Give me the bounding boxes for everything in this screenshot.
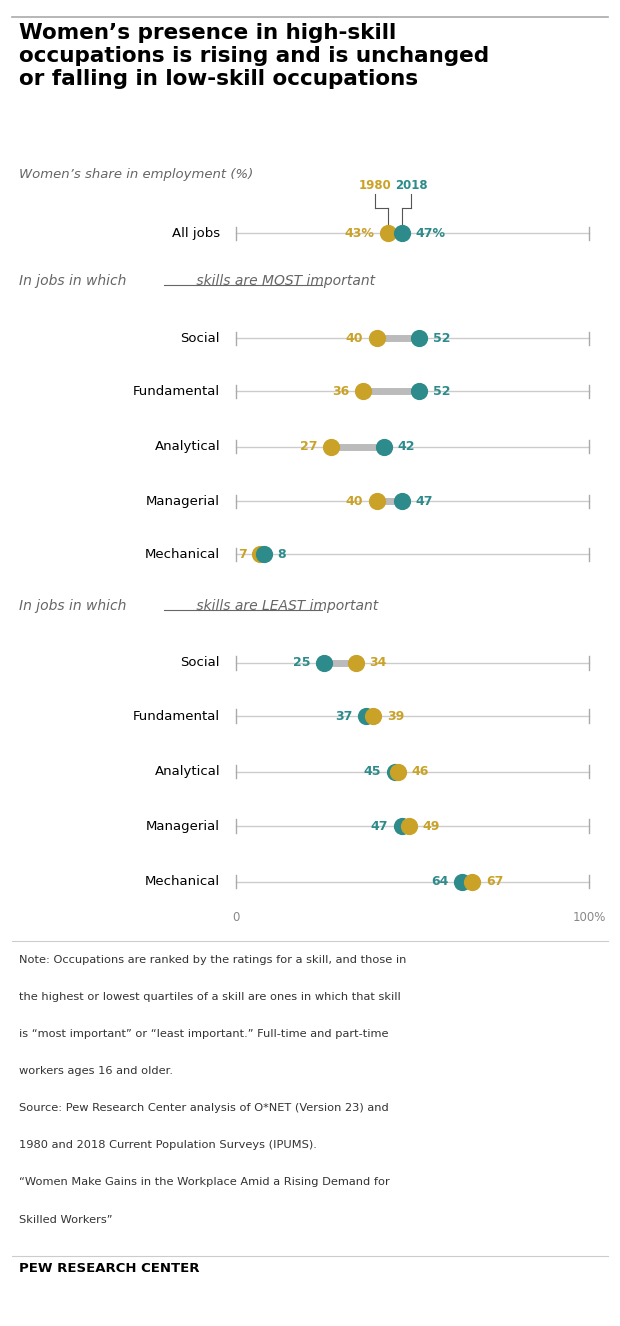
Text: 36: 36 bbox=[332, 385, 349, 398]
Text: 42: 42 bbox=[397, 440, 415, 453]
Text: 100%: 100% bbox=[572, 911, 606, 924]
Text: 52: 52 bbox=[433, 332, 451, 345]
Text: Note: Occupations are ranked by the ratings for a skill, and those in: Note: Occupations are ranked by the rati… bbox=[19, 955, 406, 965]
Text: is “most important” or “least important.” Full-time and part-time: is “most important” or “least important.… bbox=[19, 1029, 388, 1040]
Text: 37: 37 bbox=[335, 709, 353, 723]
Text: Source: Pew Research Center analysis of O*NET (Version 23) and: Source: Pew Research Center analysis of … bbox=[19, 1103, 388, 1114]
Text: 2018: 2018 bbox=[395, 179, 427, 192]
Point bbox=[397, 223, 407, 244]
Text: Managerial: Managerial bbox=[146, 819, 220, 833]
Point bbox=[397, 491, 407, 512]
Text: 67: 67 bbox=[486, 875, 503, 888]
Text: Analytical: Analytical bbox=[154, 765, 220, 778]
Text: Mechanical: Mechanical bbox=[145, 548, 220, 561]
Text: 43%: 43% bbox=[344, 227, 374, 240]
Point bbox=[467, 871, 477, 892]
Text: 47%: 47% bbox=[415, 227, 445, 240]
Text: Analytical: Analytical bbox=[154, 440, 220, 453]
Point bbox=[383, 223, 392, 244]
Point bbox=[372, 328, 382, 349]
Text: 40: 40 bbox=[346, 495, 363, 508]
Point bbox=[361, 705, 371, 727]
Text: Social: Social bbox=[180, 656, 220, 670]
Point bbox=[414, 381, 424, 402]
Text: 27: 27 bbox=[300, 440, 317, 453]
Text: All jobs: All jobs bbox=[172, 227, 220, 240]
Text: 25: 25 bbox=[293, 656, 310, 670]
Text: workers ages 16 and older.: workers ages 16 and older. bbox=[19, 1066, 172, 1077]
Text: 40: 40 bbox=[346, 332, 363, 345]
Point bbox=[368, 705, 378, 727]
Text: Women’s share in employment (%): Women’s share in employment (%) bbox=[19, 168, 253, 182]
Text: Women’s presence in high-skill
occupations is rising and is unchanged
or falling: Women’s presence in high-skill occupatio… bbox=[19, 23, 489, 89]
Text: 7: 7 bbox=[238, 548, 247, 561]
Text: 49: 49 bbox=[422, 819, 440, 833]
Text: In jobs in which                skills are MOST important: In jobs in which skills are MOST importa… bbox=[19, 274, 374, 289]
Point bbox=[397, 815, 407, 837]
Text: 0: 0 bbox=[232, 911, 239, 924]
Text: Managerial: Managerial bbox=[146, 495, 220, 508]
Text: 52: 52 bbox=[433, 385, 451, 398]
Text: Social: Social bbox=[180, 332, 220, 345]
Text: Skilled Workers”: Skilled Workers” bbox=[19, 1215, 112, 1225]
Text: 8: 8 bbox=[278, 548, 286, 561]
Text: “Women Make Gains in the Workplace Amid a Rising Demand for: “Women Make Gains in the Workplace Amid … bbox=[19, 1177, 389, 1188]
Text: PEW RESEARCH CENTER: PEW RESEARCH CENTER bbox=[19, 1262, 199, 1276]
Point bbox=[393, 761, 403, 782]
Text: 34: 34 bbox=[370, 656, 387, 670]
Point bbox=[351, 652, 361, 674]
Text: 45: 45 bbox=[363, 765, 381, 778]
Point bbox=[259, 544, 269, 565]
Point bbox=[358, 381, 368, 402]
Text: In jobs in which                skills are LEAST important: In jobs in which skills are LEAST import… bbox=[19, 599, 378, 614]
Text: Fundamental: Fundamental bbox=[133, 385, 220, 398]
Point bbox=[372, 491, 382, 512]
Text: Mechanical: Mechanical bbox=[145, 875, 220, 888]
Text: 47: 47 bbox=[371, 819, 388, 833]
Point bbox=[319, 652, 329, 674]
Text: 46: 46 bbox=[412, 765, 429, 778]
Text: 1980 and 2018 Current Population Surveys (IPUMS).: 1980 and 2018 Current Population Surveys… bbox=[19, 1140, 316, 1151]
Point bbox=[390, 761, 400, 782]
Text: 47: 47 bbox=[415, 495, 433, 508]
Text: 1980: 1980 bbox=[359, 179, 392, 192]
Point bbox=[414, 328, 424, 349]
Point bbox=[326, 436, 336, 457]
Text: 64: 64 bbox=[431, 875, 448, 888]
Point bbox=[255, 544, 265, 565]
Point bbox=[457, 871, 467, 892]
Point bbox=[404, 815, 414, 837]
Point bbox=[379, 436, 389, 457]
Text: Fundamental: Fundamental bbox=[133, 709, 220, 723]
Text: 39: 39 bbox=[387, 709, 404, 723]
Text: the highest or lowest quartiles of a skill are ones in which that skill: the highest or lowest quartiles of a ski… bbox=[19, 992, 401, 1002]
